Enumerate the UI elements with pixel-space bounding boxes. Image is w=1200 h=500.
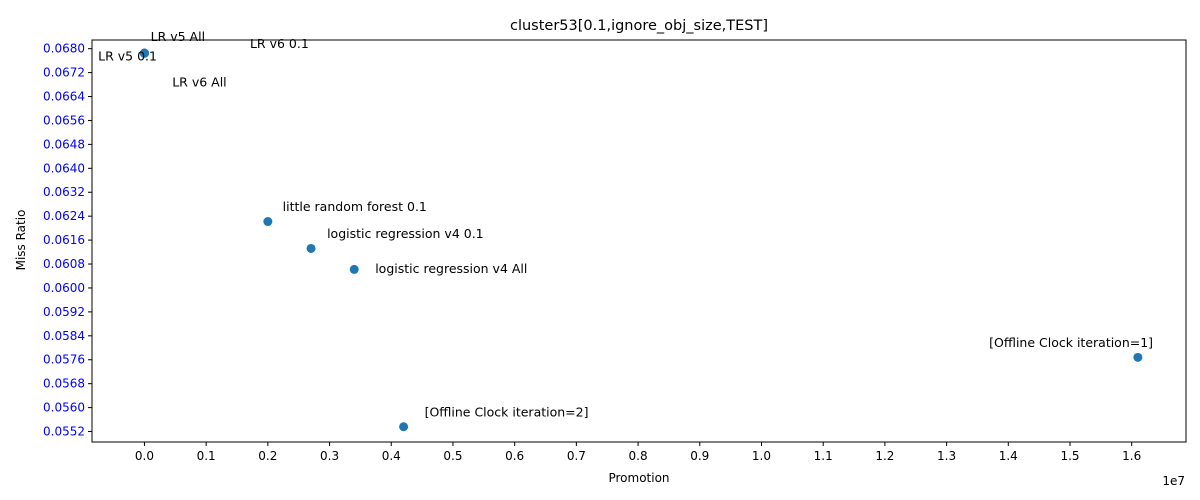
- point-label: little random forest 0.1: [283, 199, 427, 214]
- x-tick-label: 0.0: [135, 449, 154, 463]
- y-tick-label: 0.0656: [43, 113, 85, 127]
- y-tick-label: 0.0624: [43, 209, 85, 223]
- plot-border: [91, 39, 1187, 443]
- data-point: [399, 422, 409, 432]
- y-tick-label: 0.0592: [43, 305, 85, 319]
- y-tick-label: 0.0600: [43, 281, 85, 295]
- data-point: [1133, 352, 1143, 362]
- y-tick-label: 0.0672: [43, 66, 85, 80]
- x-tick-label: 0.8: [629, 449, 648, 463]
- data-point: [349, 264, 359, 274]
- x-tick-label: 1.4: [999, 449, 1018, 463]
- x-tick-label: 1.3: [937, 449, 956, 463]
- x-axis-title: Promotion: [608, 471, 669, 485]
- y-tick-label: 0.0560: [43, 401, 85, 415]
- y-tick-label: 0.0648: [43, 137, 85, 151]
- point-label: LR v5 0.1: [98, 49, 157, 64]
- point-label: [Offline Clock iteration=1]: [989, 335, 1153, 350]
- point-label: LR v6 0.1: [250, 36, 309, 51]
- point-labels: LR v5 All LR v5 0.1 LR v6 0.1 LR v6 All litt…: [98, 29, 1153, 419]
- data-point: [306, 243, 316, 253]
- x-tick-label: 1.1: [814, 449, 833, 463]
- chart-title: cluster53[0.1,ignore_obj_size,TEST]: [510, 18, 768, 34]
- y-tick-label: 0.0616: [43, 233, 85, 247]
- point-label: [Offline Clock iteration=2]: [425, 404, 589, 419]
- data-point: [263, 217, 273, 227]
- x-tick-label: 0.1: [197, 449, 216, 463]
- x-tick-label: 0.6: [505, 449, 524, 463]
- y-tick-label: 0.0632: [43, 185, 85, 199]
- y-tick-label: 0.0608: [43, 257, 85, 271]
- x-tick-label: 0.3: [320, 449, 339, 463]
- x-tick-label: 0.4: [382, 449, 401, 463]
- point-label: logistic regression v4 0.1: [327, 226, 484, 241]
- x-tick-label: 0.9: [690, 449, 709, 463]
- y-tick-label: 0.0568: [43, 377, 85, 391]
- x-tick-label: 1.6: [1122, 449, 1141, 463]
- x-tick-label: 0.2: [258, 449, 277, 463]
- x-tick-label: 1.5: [1060, 449, 1079, 463]
- y-tick-label: 0.0584: [43, 329, 85, 343]
- point-label: LR v5 All: [151, 29, 205, 44]
- x-tick-label: 0.7: [567, 449, 586, 463]
- y-tick-label: 0.0664: [43, 90, 85, 104]
- y-axis: 0.0552 0.0560 0.0568 0.0576 0.0584 0.0592 0.06…: [43, 42, 92, 439]
- x-axis-offset-text: 1e7: [1162, 474, 1185, 488]
- y-tick-label: 0.0552: [43, 425, 85, 439]
- y-tick-label: 0.0576: [43, 353, 85, 367]
- x-tick-label: 1.0: [752, 449, 771, 463]
- data-points: [139, 48, 1143, 432]
- x-tick-label: 0.5: [443, 449, 462, 463]
- y-axis-title: Miss Ratio: [14, 210, 28, 271]
- plot-frame: [91, 39, 1187, 443]
- x-axis: 0.0 0.1 0.2 0.3 0.4 0.5 0.6 0.7 0.8 0.9 1.0 1.1 1.2 1…: [135, 442, 1141, 463]
- y-tick-label: 0.0680: [43, 42, 85, 56]
- point-label: LR v6 All: [172, 75, 226, 90]
- data-point: [139, 48, 149, 58]
- point-label: logistic regression v4 All: [375, 261, 527, 276]
- y-tick-label: 0.0640: [43, 161, 85, 175]
- x-tick-label: 1.2: [875, 449, 894, 463]
